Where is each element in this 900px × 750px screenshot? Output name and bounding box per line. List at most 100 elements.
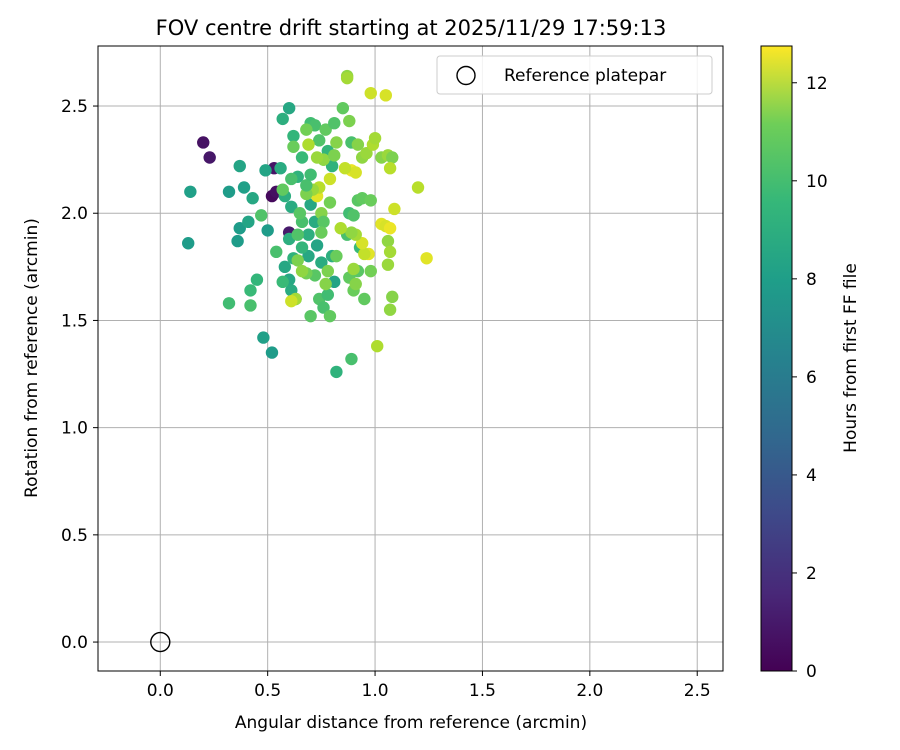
scatter-point [315, 256, 328, 269]
scatter-point [330, 249, 343, 263]
scatter-point [222, 297, 236, 310]
colorbar-label: Hours from first FF file [841, 263, 861, 453]
scatter-point [338, 162, 352, 175]
scatter-point [325, 159, 339, 173]
scatter-point [237, 181, 251, 194]
y-tick-label: 1.5 [61, 311, 88, 331]
scatter-point [347, 209, 360, 222]
y-tick-label: 2.0 [61, 204, 88, 224]
scatter-point [330, 365, 343, 379]
scatter-point [349, 277, 362, 291]
scatter-point [257, 331, 270, 344]
scatter-point [315, 226, 328, 239]
chart-title: FOV centre drift starting at 2025/11/29 … [156, 16, 667, 40]
scatter-point [302, 138, 315, 151]
scatter-point [323, 172, 337, 186]
scatter-point [383, 222, 397, 235]
colorbar: 0 2 4 6 8 10 12 Hours from first FF file [760, 45, 861, 682]
scatter-point [321, 264, 335, 278]
scatter-point [420, 252, 433, 265]
y-axis: 0.0 0.5 1.0 1.5 2.0 2.5 [61, 97, 98, 653]
scatter-point [302, 249, 315, 263]
colorbar-tick-label: 6 [806, 368, 817, 388]
legend-entry-reference: Reference platepar [504, 66, 666, 86]
scatter-point [388, 202, 401, 216]
scatter-point [317, 215, 330, 229]
plot-frame [97, 45, 724, 672]
scatter-point [411, 181, 425, 194]
scatter-point [285, 294, 298, 308]
scatter-point [285, 172, 298, 186]
scatter-point [386, 151, 399, 164]
scatter-point [364, 194, 377, 207]
colorbar-ticks: 0 2 4 6 8 10 12 [792, 74, 828, 682]
x-tick-label: 0.0 [147, 681, 174, 701]
scatter-point [244, 299, 257, 312]
scatter-point [274, 162, 287, 175]
scatter-point [330, 136, 343, 149]
scatter-point [270, 245, 283, 259]
scatter-point [291, 254, 304, 267]
scatter-point [304, 168, 317, 181]
y-tick-label: 0.0 [61, 633, 88, 653]
x-axis-label: Angular distance from reference (arcmin) [235, 713, 587, 733]
x-tick-label: 2.5 [684, 681, 711, 701]
scatter-point [304, 198, 317, 211]
scatter-point [282, 101, 296, 115]
y-tick-label: 0.5 [61, 526, 88, 546]
scatter-point [304, 309, 317, 323]
scatter-point [364, 264, 377, 278]
scatter-point [386, 290, 399, 304]
legend-box [436, 55, 713, 95]
scatter-point [302, 228, 315, 241]
colorbar-tick-label: 2 [806, 564, 817, 584]
scatter-point [328, 116, 341, 130]
scatter-point [319, 123, 332, 136]
scatter-point [300, 179, 313, 192]
y-axis-label: Rotation from reference (arcmin) [22, 218, 42, 498]
scatter-point [379, 89, 393, 102]
x-tick-label: 0.5 [254, 681, 281, 701]
colorbar-gradient [760, 45, 793, 672]
scatter-point [351, 138, 365, 151]
scatter-point [276, 275, 289, 289]
scatter-point [310, 151, 324, 164]
scatter-point [246, 192, 259, 205]
scatter-point [242, 215, 255, 229]
x-tick-label: 1.0 [362, 681, 389, 701]
scatter-point [259, 164, 272, 177]
reference-platepar-marker [150, 631, 171, 653]
x-tick-label: 1.5 [469, 681, 496, 701]
scatter-point [276, 183, 289, 196]
scatter-point [261, 224, 274, 237]
scatter-point [358, 292, 371, 306]
scatter-point [244, 284, 257, 297]
scatter-point [321, 288, 335, 301]
colorbar-tick-label: 8 [806, 270, 817, 290]
colorbar-tick-label: 10 [806, 172, 828, 192]
colorbar-tick-label: 4 [806, 466, 817, 486]
scatter-point [368, 131, 382, 145]
x-axis: 0.0 0.5 1.0 1.5 2.0 2.5 [147, 671, 711, 701]
scatter-point [313, 134, 326, 147]
scatter-point [276, 112, 289, 126]
scatter-point [319, 277, 332, 291]
scatter-point [349, 166, 362, 179]
x-tick-label: 2.0 [576, 681, 603, 701]
scatter-point [278, 260, 292, 274]
scatter-point [323, 309, 337, 323]
scatter-point [358, 247, 371, 261]
scatter-point [300, 187, 313, 201]
scatter-point [287, 129, 300, 143]
scatter-point [300, 123, 313, 136]
colorbar-tick-label: 12 [806, 74, 828, 94]
scatter-point [231, 234, 244, 248]
scatter-point [347, 262, 360, 276]
scatter-point [295, 151, 309, 164]
scatter-point [182, 237, 195, 250]
scatter-point [360, 147, 373, 160]
scatter-point [334, 222, 347, 235]
scatter-point [250, 273, 264, 286]
scatter-point [222, 185, 236, 198]
